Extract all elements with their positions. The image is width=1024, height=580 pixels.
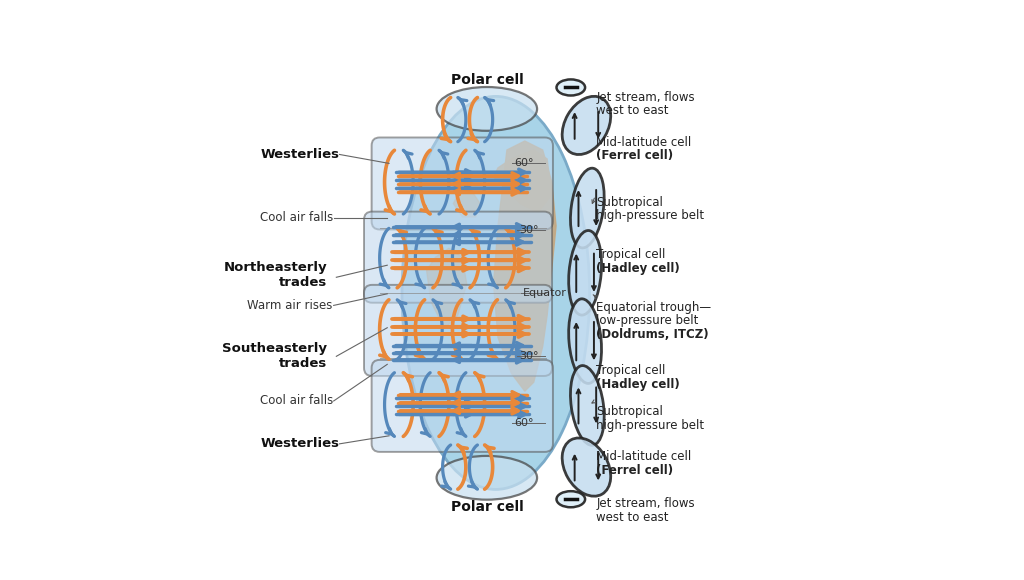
Polygon shape — [427, 248, 467, 329]
Polygon shape — [454, 190, 480, 217]
Text: (Hadley cell): (Hadley cell) — [596, 262, 680, 275]
Text: low-pressure belt: low-pressure belt — [596, 314, 698, 327]
Text: west to east: west to east — [596, 511, 669, 524]
Text: Tropical cell: Tropical cell — [596, 248, 666, 261]
Text: Westerlies: Westerlies — [260, 437, 340, 450]
Text: Equator: Equator — [523, 288, 567, 298]
Text: (Doldrums, ITCZ): (Doldrums, ITCZ) — [596, 328, 709, 340]
Text: Westerlies: Westerlies — [260, 148, 340, 161]
Text: Subtropical: Subtropical — [596, 405, 664, 418]
Text: Jet stream, flows: Jet stream, flows — [596, 498, 695, 510]
Ellipse shape — [556, 79, 585, 96]
Text: 30°: 30° — [519, 351, 539, 361]
Text: high-pressure belt: high-pressure belt — [596, 209, 705, 222]
Text: Cool air falls: Cool air falls — [259, 394, 333, 408]
Ellipse shape — [556, 491, 585, 508]
Text: Tropical cell: Tropical cell — [596, 364, 666, 378]
Text: Polar cell: Polar cell — [451, 73, 523, 87]
Text: (Ferrel cell): (Ferrel cell) — [596, 149, 674, 162]
Ellipse shape — [562, 438, 610, 496]
Text: Polar cell: Polar cell — [451, 501, 523, 514]
Ellipse shape — [402, 96, 590, 490]
Ellipse shape — [436, 456, 537, 500]
Text: Southeasterly
trades: Southeasterly trades — [222, 342, 328, 370]
FancyBboxPatch shape — [364, 285, 552, 376]
Text: Mid-latitude cell: Mid-latitude cell — [596, 450, 691, 463]
FancyBboxPatch shape — [364, 212, 552, 303]
Polygon shape — [494, 141, 556, 391]
Ellipse shape — [436, 87, 537, 130]
Text: Jet stream, flows: Jet stream, flows — [596, 91, 695, 104]
Text: 60°: 60° — [514, 418, 534, 428]
Text: (Ferrel cell): (Ferrel cell) — [596, 463, 674, 477]
Text: 30°: 30° — [519, 226, 539, 235]
Text: Subtropical: Subtropical — [596, 195, 664, 209]
FancyBboxPatch shape — [372, 137, 553, 230]
Text: 60°: 60° — [514, 158, 534, 168]
Ellipse shape — [568, 230, 601, 315]
Text: Warm air rises: Warm air rises — [248, 299, 333, 312]
Text: Equatorial trough—: Equatorial trough— — [596, 301, 712, 314]
FancyBboxPatch shape — [372, 360, 553, 452]
Text: Northeasterly
trades: Northeasterly trades — [224, 261, 328, 289]
Text: Cool air falls: Cool air falls — [259, 211, 333, 224]
Ellipse shape — [568, 299, 601, 383]
Ellipse shape — [570, 365, 604, 445]
Polygon shape — [494, 150, 552, 212]
Text: (Hadley cell): (Hadley cell) — [596, 378, 680, 391]
Ellipse shape — [562, 96, 610, 154]
Text: high-pressure belt: high-pressure belt — [596, 419, 705, 432]
Text: west to east: west to east — [596, 104, 669, 117]
Text: Mid-latitude cell: Mid-latitude cell — [596, 136, 691, 148]
Ellipse shape — [570, 168, 604, 248]
